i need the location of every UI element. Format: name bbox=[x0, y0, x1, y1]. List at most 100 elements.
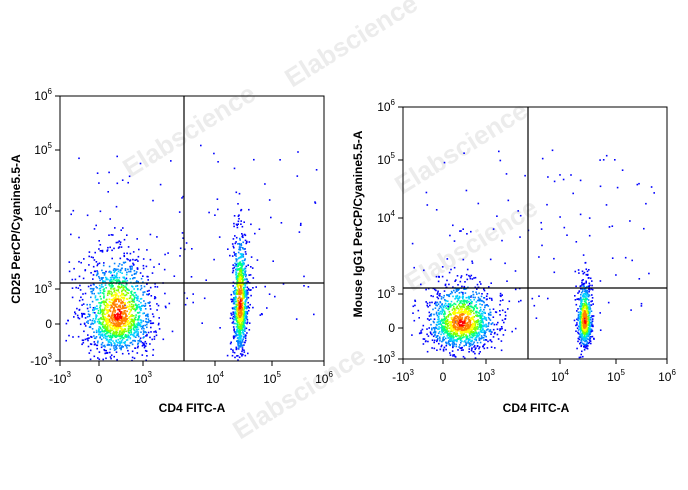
event-dot bbox=[81, 339, 84, 341]
event-dot bbox=[89, 349, 92, 352]
event-dot bbox=[111, 298, 114, 301]
event-dot bbox=[638, 182, 640, 185]
event-dot bbox=[242, 294, 245, 297]
event-dot bbox=[109, 310, 112, 313]
event-dot bbox=[469, 299, 472, 301]
event-dot bbox=[147, 313, 149, 316]
event-dot bbox=[104, 272, 106, 275]
event-dot bbox=[115, 339, 117, 342]
event-dot bbox=[414, 299, 416, 302]
event-dot bbox=[126, 315, 128, 317]
event-dot bbox=[588, 312, 590, 315]
event-dot bbox=[112, 330, 115, 333]
event-dot bbox=[238, 276, 240, 278]
event-dot bbox=[110, 314, 113, 317]
event-dot bbox=[478, 339, 481, 341]
event-dot bbox=[244, 337, 247, 339]
event-dot bbox=[465, 189, 468, 192]
event-dot bbox=[110, 304, 112, 306]
event-dot bbox=[434, 307, 437, 309]
event-dot bbox=[117, 324, 119, 327]
event-dot bbox=[458, 309, 460, 312]
event-dot bbox=[95, 308, 98, 310]
event-dot bbox=[469, 319, 471, 322]
event-dot bbox=[438, 276, 440, 278]
event-dot bbox=[497, 321, 499, 324]
event-dot bbox=[90, 296, 92, 299]
event-dot bbox=[460, 338, 462, 340]
event-dot bbox=[138, 315, 141, 317]
event-dot bbox=[118, 333, 121, 335]
event-dot bbox=[471, 301, 473, 303]
event-dot bbox=[570, 174, 572, 176]
event-dot bbox=[462, 329, 465, 331]
event-dot bbox=[578, 356, 581, 359]
event-dot bbox=[132, 321, 134, 323]
event-dot bbox=[452, 333, 455, 336]
event-dot bbox=[117, 325, 120, 328]
event-dot bbox=[118, 316, 121, 318]
event-dot bbox=[462, 295, 464, 297]
event-dot bbox=[471, 347, 473, 349]
event-dot bbox=[127, 323, 129, 326]
event-dot bbox=[154, 285, 156, 288]
event-dot bbox=[106, 250, 108, 252]
event-dot bbox=[467, 338, 470, 341]
event-dot bbox=[119, 331, 121, 334]
event-dot bbox=[152, 354, 154, 356]
event-dot bbox=[465, 287, 468, 290]
event-dot bbox=[467, 307, 470, 309]
event-dot bbox=[243, 233, 246, 236]
event-dot bbox=[468, 348, 471, 350]
event-dot bbox=[462, 296, 464, 298]
event-dot bbox=[448, 334, 450, 337]
event-dot bbox=[105, 349, 107, 352]
event-dot bbox=[99, 304, 102, 307]
event-dot bbox=[541, 244, 543, 247]
event-dot bbox=[100, 343, 103, 346]
event-dot bbox=[442, 350, 445, 352]
event-dot bbox=[115, 333, 117, 336]
event-dot bbox=[282, 283, 285, 285]
event-dot bbox=[582, 322, 584, 324]
event-dot bbox=[102, 300, 105, 302]
event-dot bbox=[483, 332, 486, 335]
event-dot bbox=[476, 345, 479, 348]
event-dot bbox=[585, 317, 588, 320]
event-dot bbox=[239, 303, 242, 305]
event-dot bbox=[242, 263, 244, 266]
event-dot bbox=[126, 252, 128, 255]
event-dot bbox=[239, 248, 241, 251]
event-dot bbox=[147, 331, 150, 334]
event-dot bbox=[474, 323, 477, 325]
event-dot bbox=[504, 311, 507, 313]
event-dot bbox=[238, 192, 241, 195]
event-dot bbox=[121, 352, 124, 355]
event-dot bbox=[213, 258, 215, 261]
event-dot bbox=[582, 332, 585, 334]
event-dot bbox=[133, 323, 135, 326]
event-dot bbox=[588, 290, 590, 293]
event-dot bbox=[471, 262, 474, 264]
event-dot bbox=[131, 315, 133, 317]
event-dot bbox=[488, 297, 491, 300]
event-dot bbox=[131, 294, 133, 296]
event-dot bbox=[602, 159, 605, 161]
event-dot bbox=[86, 321, 88, 323]
event-dot bbox=[483, 318, 486, 320]
event-dot bbox=[483, 344, 485, 346]
event-dot bbox=[489, 314, 491, 316]
event-dot bbox=[112, 294, 115, 296]
event-dot bbox=[112, 303, 114, 305]
event-dot bbox=[109, 336, 111, 338]
event-dot bbox=[128, 308, 131, 310]
event-dot bbox=[125, 286, 127, 289]
event-dot bbox=[433, 339, 436, 342]
event-dot bbox=[448, 271, 451, 274]
event-dot bbox=[444, 328, 447, 331]
event-dot bbox=[583, 349, 586, 351]
event-dot bbox=[127, 317, 130, 319]
event-dot bbox=[154, 296, 156, 298]
event-dot bbox=[237, 330, 240, 332]
event-dot bbox=[99, 312, 101, 315]
